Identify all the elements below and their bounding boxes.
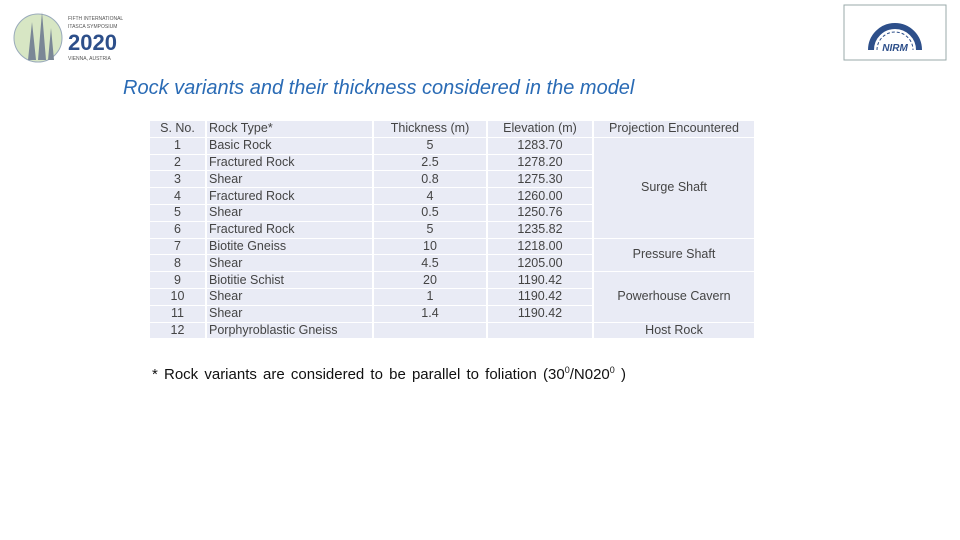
table-cell: 8 [150, 255, 207, 272]
superscript: 0 [609, 365, 615, 375]
table-cell: 4 [374, 188, 488, 204]
table-cell: 1260.00 [488, 188, 594, 204]
table-cell: 1190.42 [488, 288, 594, 305]
header-cell: Thickness (m) [374, 121, 488, 137]
logo-text: VIENNA, AUSTRIA [68, 56, 111, 62]
rock-table: S. No. Rock Type* Thickness (m) Elevation (… [150, 120, 756, 339]
table-cell: 3 [150, 171, 207, 188]
table-cell: Biotitie Schist [207, 272, 374, 288]
table-row: 2 Fractured Rock 2.5 1278.20 [150, 154, 756, 171]
table-cell: Porphyroblastic Gneiss [207, 322, 374, 339]
symposium-logo: FIFTH INTERNATIONAL ITASCA SYMPOSIUM 202… [13, 12, 123, 63]
table-row: 5 Shear 0.5 1250.76 [150, 204, 756, 221]
table-cell: 7 [150, 238, 207, 255]
footnote-text: /N020 [569, 366, 610, 383]
projection-cell: Pressure Shaft [594, 238, 756, 272]
table-row: 10 Shear 1 1190.42 [150, 288, 756, 305]
table-cell: Shear [207, 288, 374, 305]
table-cell: 1278.20 [488, 154, 594, 171]
table-cell: 1.4 [374, 305, 488, 322]
table-row: 7 Biotite Gneiss 10 1218.00 Pressure Shaft [150, 238, 756, 272]
header-cell: Rock Type* [207, 121, 374, 137]
table-cell: 0.5 [374, 204, 488, 221]
table-row: 4 Fractured Rock 4 1260.00 [150, 188, 756, 204]
table-cell: 1190.42 [488, 305, 594, 322]
table-cell: Shear [207, 305, 374, 322]
slide-title: Rock variants and their thickness consid… [123, 77, 635, 99]
footnote-text: * Rock variants are considered to be par… [152, 366, 565, 383]
table-cell: Shear [207, 171, 374, 188]
table-row: 12 Porphyroblastic Gneiss Host Rock [150, 322, 756, 339]
table-row: 9 Biotitie Schist 20 1190.42 Powerhouse Cave… [150, 272, 756, 322]
table-cell: 2 [150, 154, 207, 171]
table-row: 1 Basic Rock 5 1283.70 Surge Shaft [150, 137, 756, 238]
header-cell: Projection Encountered [594, 121, 756, 137]
table-cell: Biotite Gneiss [207, 238, 374, 255]
logo-year: 2020 [68, 30, 117, 55]
table-cell: 6 [150, 221, 207, 238]
logo-arch-inner [876, 31, 914, 51]
table-cell: 0.8 [374, 171, 488, 188]
table-cell: 11 [150, 305, 207, 322]
table-cell: 1190.42 [488, 272, 594, 288]
table-cell: 20 [374, 272, 488, 288]
logo-arch [868, 23, 922, 51]
table-cell [488, 322, 594, 339]
header-cell: S. No. [150, 121, 207, 137]
table-cell: 1235.82 [488, 221, 594, 238]
table-row: 11 Shear 1.4 1190.42 [150, 305, 756, 322]
table-row: 8 Shear 4.5 1205.00 [150, 255, 756, 272]
table-cell [374, 322, 488, 339]
projection-cell: Surge Shaft [594, 137, 756, 238]
nirm-logo: NIRM [843, 4, 947, 61]
table-cell: Fractured Rock [207, 154, 374, 171]
table-row: 6 Fractured Rock 5 1235.82 [150, 221, 756, 238]
logo-circle [13, 13, 63, 63]
table-cell: 1250.76 [488, 204, 594, 221]
table-cell: 1218.00 [488, 238, 594, 255]
table-cell: 1205.00 [488, 255, 594, 272]
table-cell: 1 [150, 137, 207, 154]
table-cell: Fractured Rock [207, 188, 374, 204]
table-cell: 10 [374, 238, 488, 255]
logo-spires [28, 12, 54, 60]
table-cell: Fractured Rock [207, 221, 374, 238]
logo-label: NIRM [882, 43, 908, 54]
table-cell: Shear [207, 204, 374, 221]
superscript: 0 [564, 365, 570, 375]
table-cell: 5 [374, 221, 488, 238]
footnote: * Rock variants are considered to be par… [152, 365, 626, 383]
projection-cell: Host Rock [594, 322, 756, 339]
table-row: 3 Shear 0.8 1275.30 [150, 171, 756, 188]
table-cell: 5 [150, 204, 207, 221]
footnote-text: ) [614, 366, 626, 383]
logo-frame [843, 4, 947, 61]
table-cell: 1283.70 [488, 137, 594, 154]
table-cell: 4.5 [374, 255, 488, 272]
header-cell: Elevation (m) [488, 121, 594, 137]
table-cell: 9 [150, 272, 207, 288]
table-cell: 4 [150, 188, 207, 204]
table-cell: 2.5 [374, 154, 488, 171]
logo-text: ITASCA SYMPOSIUM [68, 24, 117, 30]
logo-text: FIFTH INTERNATIONAL [68, 16, 123, 22]
projection-cell: Powerhouse Cavern [594, 272, 756, 322]
table-cell: 1 [374, 288, 488, 305]
header-row: S. No. Rock Type* Thickness (m) Elevation (… [150, 121, 756, 137]
table-cell: 5 [374, 137, 488, 154]
table-cell: Shear [207, 255, 374, 272]
table-cell: 12 [150, 322, 207, 339]
table-cell: 10 [150, 288, 207, 305]
table-cell: 1275.30 [488, 171, 594, 188]
table-cell: Basic Rock [207, 137, 374, 154]
